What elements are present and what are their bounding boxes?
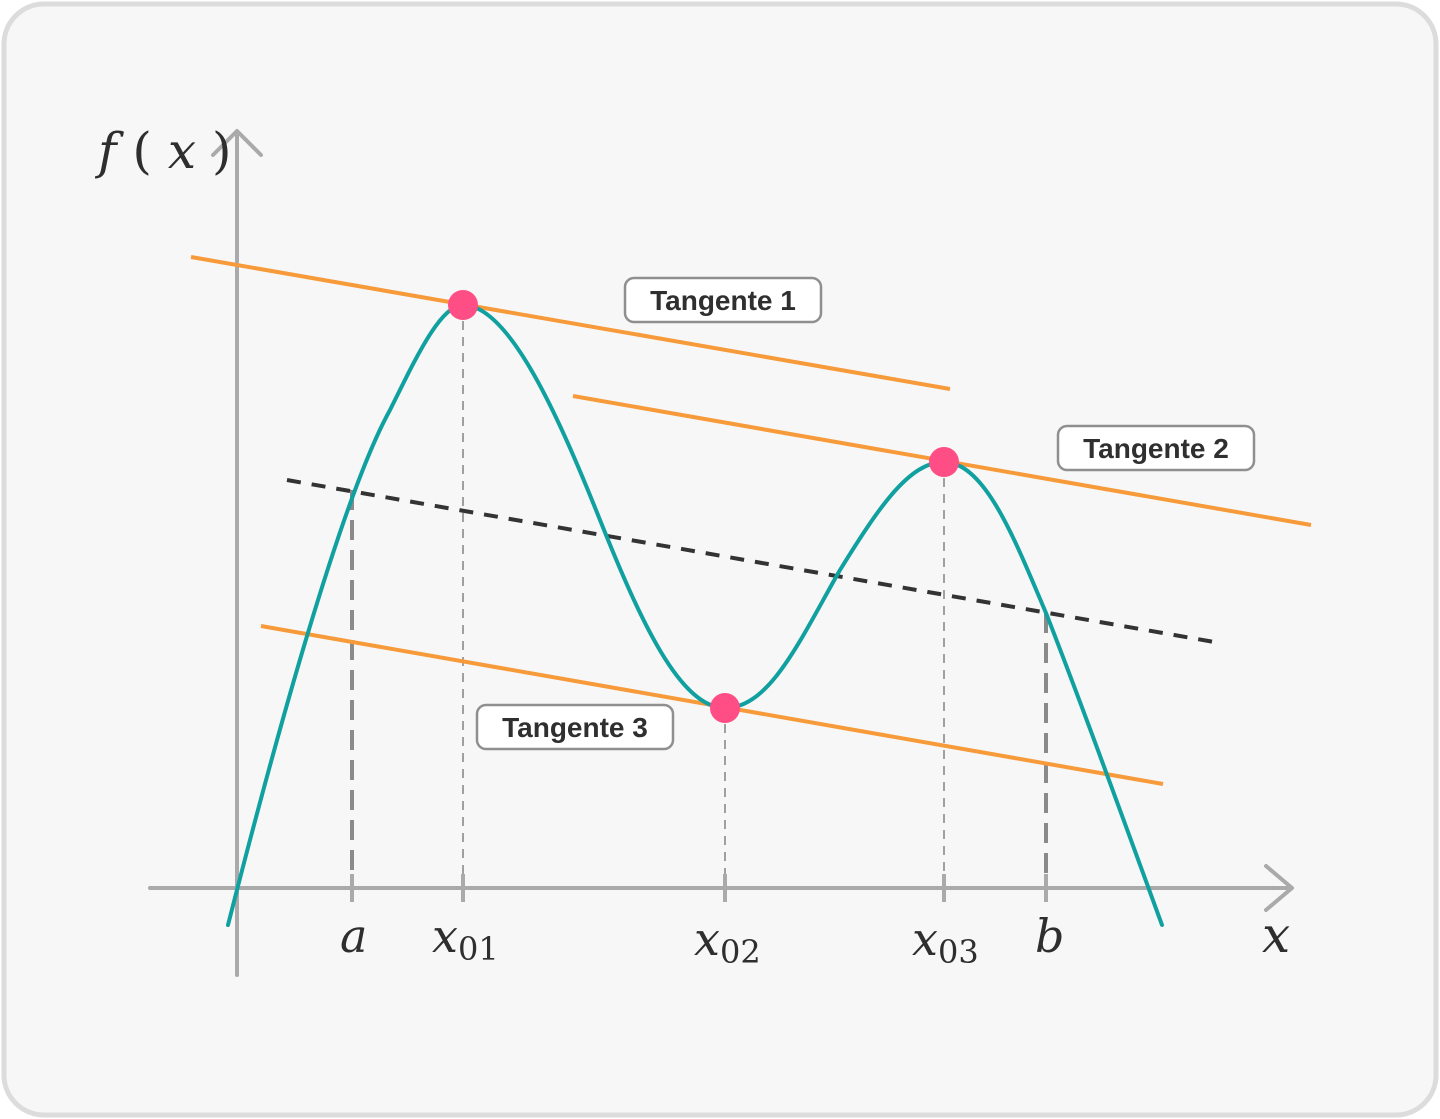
tick-label-x03-sub: 03 [938, 933, 979, 971]
x-axis-arrowhead [1264, 864, 1294, 912]
tick-label-x03: x03 [912, 912, 979, 971]
tangent-2-callout: Tangente 2 [1056, 424, 1256, 472]
y-axis-label-open: ( [132, 122, 152, 180]
tick-label-b-main: b [1035, 909, 1064, 963]
tangent-1-label: Tangente 1 [650, 285, 796, 316]
y-axis-arrowhead [211, 129, 263, 157]
tick-label-x02: x02 [694, 912, 761, 971]
secant-line [286, 478, 1221, 645]
tangent-2-label: Tangente 2 [1083, 433, 1229, 464]
tick-label-b: b [1035, 909, 1064, 963]
point-x03 [929, 447, 959, 477]
y-axis-label: f ( x ) [94, 122, 231, 180]
tick-label-x02-main: x [694, 912, 720, 966]
tangent-3-label: Tangente 3 [502, 712, 648, 743]
point-x02 [710, 693, 740, 723]
tangent-3-callout-box [475, 703, 675, 751]
tick-label-x02-sub: 02 [720, 933, 761, 971]
tick-label-x01-main: x [432, 909, 458, 963]
function-curve [226, 303, 1164, 927]
tick-label-a: a [340, 909, 367, 963]
tangent-2-callout-box [1056, 424, 1256, 472]
tangent-line-1 [190, 255, 951, 391]
y-axis-label-arg: x [168, 122, 196, 180]
tick-label-x01-sub: 01 [458, 930, 499, 968]
y-axis-label-close: ) [212, 122, 232, 180]
tangent-1-callout-box [623, 276, 823, 324]
tick-label-x01: x01 [432, 909, 499, 968]
x-axis-label: x [1262, 906, 1290, 964]
tick-label-x03-main: x [912, 912, 938, 966]
tangent-1-callout: Tangente 1 [623, 276, 823, 324]
tangent-3-callout: Tangente 3 [475, 703, 675, 751]
y-axis-label-var: f [94, 122, 124, 180]
point-x01 [448, 290, 478, 320]
tick-label-a-main: a [340, 909, 367, 963]
